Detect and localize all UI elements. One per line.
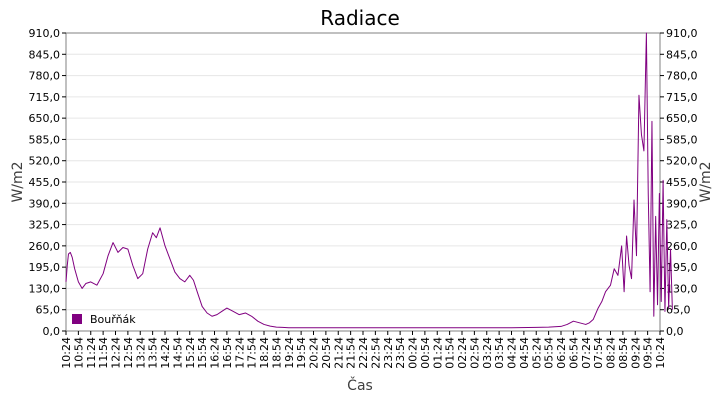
x-tick-label: 13:54 <box>147 337 160 369</box>
x-tick-label: 23:24 <box>382 337 395 369</box>
x-axis-title: Čas <box>347 376 373 394</box>
y-tick-label-right: 585,0 <box>666 133 698 146</box>
y-tick-label-right: 65,0 <box>666 304 691 317</box>
x-tick-label: 05:54 <box>543 337 556 369</box>
x-tick-label: 11:54 <box>97 337 110 369</box>
y-tick-label-right: 715,0 <box>666 91 698 104</box>
x-tick-label: 20:24 <box>308 337 321 369</box>
y-axis-title-right: W/m2 <box>698 161 714 202</box>
x-tick-label: 03:24 <box>481 337 494 369</box>
x-tick-label: 09:24 <box>629 337 642 369</box>
legend-label: Bouřňák <box>90 313 136 326</box>
y-tick-label-right: 390,0 <box>666 197 698 210</box>
y-tick-label-right: 260,0 <box>666 240 698 253</box>
x-tick-label: 11:24 <box>85 337 98 369</box>
x-tick-label: 18:24 <box>258 337 271 369</box>
x-tick-label: 16:54 <box>221 337 234 369</box>
series-group <box>65 32 673 329</box>
y-tick-label-right: 455,0 <box>666 176 698 189</box>
x-tick-label: 20:54 <box>320 337 333 369</box>
x-tick-label: 09:54 <box>642 337 655 369</box>
y-axis-title-left: W/m2 <box>10 161 26 202</box>
y-tick-label-left: 390,0 <box>29 197 61 210</box>
y-tick-label-right: 0,0 <box>666 325 684 338</box>
x-tick-label: 17:54 <box>246 337 259 369</box>
x-tick-label: 19:54 <box>295 337 308 369</box>
x-tick-label: 07:54 <box>592 337 605 369</box>
series-line-bourak <box>65 32 673 329</box>
x-tick-label: 05:24 <box>530 337 543 369</box>
y-tick-label-left: 585,0 <box>29 133 61 146</box>
y-tick-label-left: 130,0 <box>29 282 61 295</box>
x-tick-label: 22:54 <box>369 337 382 369</box>
y-tick-label-left: 455,0 <box>29 176 61 189</box>
chart-title: Radiace <box>320 6 400 30</box>
x-tick-label: 08:24 <box>605 337 618 369</box>
y-tick-label-right: 845,0 <box>666 48 698 61</box>
x-tick-label: 03:54 <box>493 337 506 369</box>
y-tick-label-left: 0,0 <box>43 325 61 338</box>
x-tick-label: 12:54 <box>122 337 135 369</box>
y-tick-label-right: 130,0 <box>666 282 698 295</box>
y-tick-label-right: 195,0 <box>666 261 698 274</box>
x-tick-label: 16:24 <box>209 337 222 369</box>
x-tick-label: 21:54 <box>345 337 358 369</box>
y-tick-label-left: 780,0 <box>29 70 61 83</box>
x-tick-label: 01:54 <box>444 337 457 369</box>
x-tick-label: 00:54 <box>419 337 432 369</box>
x-tick-label: 01:24 <box>431 337 444 369</box>
y-tick-label-left: 65,0 <box>36 304 61 317</box>
x-tick-label: 04:54 <box>518 337 531 369</box>
x-tick-label: 07:24 <box>580 337 593 369</box>
x-tick-label: 22:24 <box>357 337 370 369</box>
y-axis-left: 0,0 65,0 130,0 195,0 260,0 325,0 390,0 455,0 520… <box>29 27 66 338</box>
x-tick-label: 00:24 <box>407 337 420 369</box>
y-tick-label-right: 910,0 <box>666 27 698 40</box>
y-tick-label-left: 715,0 <box>29 91 61 104</box>
x-tick-label: 21:24 <box>332 337 345 369</box>
y-tick-label-right: 780,0 <box>666 70 698 83</box>
x-axis: 10:24 10:54 11:24 11:54 12:24 12:54 13:24 13:54… <box>60 331 667 369</box>
y-tick-label-left: 845,0 <box>29 48 61 61</box>
y-tick-label-left: 325,0 <box>29 219 61 232</box>
y-tick-label-left: 195,0 <box>29 261 61 274</box>
x-tick-label: 17:24 <box>233 337 246 369</box>
legend-swatch <box>72 314 82 324</box>
x-tick-label: 15:24 <box>184 337 197 369</box>
y-tick-label-left: 650,0 <box>29 112 61 125</box>
legend: Bouřňák <box>72 313 136 326</box>
x-tick-label: 08:54 <box>617 337 630 369</box>
x-tick-label: 10:54 <box>72 337 85 369</box>
x-tick-label: 15:54 <box>196 337 209 369</box>
x-tick-label: 06:24 <box>555 337 568 369</box>
x-tick-label: 06:54 <box>567 337 580 369</box>
x-tick-label: 14:54 <box>171 337 184 369</box>
x-tick-label: 18:54 <box>270 337 283 369</box>
x-tick-label: 10:24 <box>654 337 667 369</box>
x-tick-label: 04:24 <box>506 337 519 369</box>
x-tick-label: 02:54 <box>468 337 481 369</box>
y-tick-label-right: 325,0 <box>666 219 698 232</box>
y-tick-label-right: 520,0 <box>666 155 698 168</box>
y-tick-label-left: 910,0 <box>29 27 61 40</box>
y-axis-right: 0,0 65,0 130,0 195,0 260,0 325,0 390,0 455,0 520… <box>660 27 698 338</box>
y-tick-label-left: 520,0 <box>29 155 61 168</box>
x-tick-label: 13:24 <box>134 337 147 369</box>
x-tick-label: 02:24 <box>456 337 469 369</box>
x-tick-label: 12:24 <box>110 337 123 369</box>
y-tick-label-right: 650,0 <box>666 112 698 125</box>
x-tick-label: 19:24 <box>283 337 296 369</box>
x-tick-label: 10:24 <box>60 337 73 369</box>
y-tick-label-left: 260,0 <box>29 240 61 253</box>
x-tick-label: 23:54 <box>394 337 407 369</box>
x-tick-label: 14:24 <box>159 337 172 369</box>
